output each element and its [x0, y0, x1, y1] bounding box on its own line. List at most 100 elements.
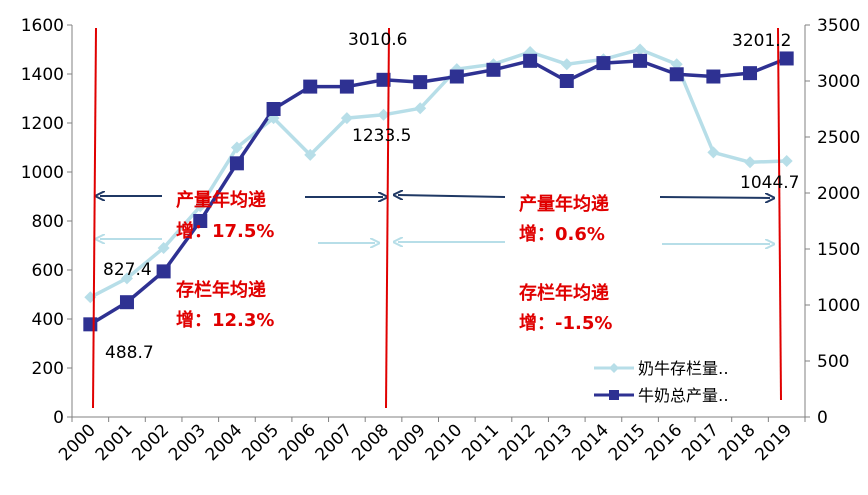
stock-point: [194, 200, 207, 213]
production-point: [156, 264, 171, 279]
production-point: [449, 69, 464, 84]
legend-prod-label: 牛奶总产量‥: [638, 386, 729, 405]
left-tick-label: 1600: [21, 16, 64, 36]
legend-stock-label: 奶牛存栏量‥: [638, 359, 729, 378]
x-tick-label: 2010: [422, 420, 467, 465]
right-prod-arrow-b: [659, 197, 770, 198]
label-2000-stock: 488.7: [105, 343, 154, 363]
left-tick-label: 1400: [21, 65, 64, 85]
period-marker-2008: [385, 27, 390, 409]
x-tick-label: 2007: [312, 420, 357, 465]
production-point: [303, 79, 318, 94]
left-tick-label: 1200: [21, 114, 64, 134]
series-line-stock: [89, 47, 787, 299]
label-2019-stock: 1044.7: [740, 173, 799, 193]
x-axis-ticks: 2000200120022003200420052006200720082009…: [55, 417, 806, 465]
stock-point: [120, 272, 133, 285]
production-point: [523, 53, 538, 68]
stock-point: [340, 112, 353, 125]
production-point: [633, 53, 648, 68]
right-tick-label: 1500: [817, 240, 860, 260]
period-markers: [92, 27, 782, 409]
x-tick-label: 2008: [348, 420, 393, 465]
production-point: [779, 51, 794, 66]
ann-left-stock-1: 存栏年均递: [176, 279, 266, 301]
label-2019-prod: 3201.2: [732, 31, 791, 51]
x-tick-label: 2014: [568, 420, 613, 465]
growth-annotations: 产量年均递 增：17.5% 存栏年均递 增：12.3% 产量年均递 增：0.6%…: [176, 189, 612, 334]
production-point: [266, 102, 281, 116]
ann-right-prod-2: 增：0.6%: [519, 223, 605, 245]
right-tick-label: 3000: [817, 72, 860, 92]
left-tick-label: 0: [53, 408, 64, 428]
production-point: [743, 66, 758, 81]
x-tick-label: 2009: [385, 420, 430, 465]
x-tick-label: 2018: [715, 420, 760, 465]
stock-point: [670, 58, 683, 71]
period-marker-2019: [777, 27, 782, 401]
ann-right-stock-2: 增：-1.5%: [519, 312, 612, 334]
stock-point: [560, 58, 573, 71]
right-tick-label: 0: [817, 408, 828, 428]
production-point: [706, 69, 721, 84]
x-tick-label: 2019: [751, 420, 796, 465]
x-tick-label: 2015: [605, 420, 650, 465]
right-tick-label: 3500: [817, 16, 860, 36]
right-tick-label: 2000: [817, 184, 860, 204]
legend-stock-marker: [609, 363, 619, 373]
x-tick-label: 2012: [495, 420, 540, 465]
right-axis-ticks: 0 500 1000 1500 2000 2500 3000 3500: [805, 16, 860, 428]
x-tick-label: 2003: [165, 420, 210, 465]
production-point: [229, 156, 244, 171]
x-tick-label: 2004: [202, 420, 247, 465]
right-tick-label: 1000: [817, 296, 860, 316]
stock-point: [157, 241, 170, 254]
x-tick-label: 2013: [532, 420, 577, 465]
production-point: [83, 317, 98, 332]
production-point: [119, 295, 134, 310]
production-point: [669, 67, 684, 82]
left-axis-ticks: 0 200 400 600 800 1000 1200 1400 1600: [21, 16, 72, 428]
label-2000-prod: 827.4: [103, 260, 152, 280]
ann-right-prod-1: 产量年均递: [519, 193, 609, 215]
stock-point: [634, 43, 647, 56]
left-tick-label: 800: [32, 212, 64, 232]
left-tick-label: 200: [32, 359, 64, 379]
ann-left-prod-1: 产量年均递: [176, 189, 266, 211]
period-arrows: [100, 195, 770, 244]
right-tick-label: 2500: [817, 128, 860, 148]
x-tick-label: 2017: [678, 420, 723, 465]
stock-point: [414, 102, 427, 115]
production-point: [413, 75, 428, 90]
stock-point: [707, 146, 720, 159]
data-labels: 488.7 827.4 1233.5 3010.6 1044.7 3201.2: [103, 30, 799, 363]
production-point: [559, 74, 574, 88]
ann-right-stock-1: 存栏年均递: [519, 282, 609, 304]
stock-point: [780, 155, 793, 168]
production-point: [486, 62, 501, 77]
stock-point: [377, 108, 390, 121]
label-2008-stock: 1233.5: [352, 126, 411, 146]
legend-prod-marker: [609, 390, 619, 400]
right-prod-arrow-a: [398, 195, 506, 197]
series-markers: [83, 43, 794, 332]
production-point: [193, 214, 208, 228]
stock-point: [304, 148, 317, 161]
x-tick-label: 2006: [275, 420, 320, 465]
right-tick-label: 500: [817, 352, 849, 372]
ann-left-prod-2: 增：17.5%: [176, 220, 274, 242]
stock-point: [230, 141, 243, 154]
stock-point: [744, 156, 757, 169]
x-tick-label: 2002: [128, 420, 173, 465]
x-tick-label: 2005: [238, 420, 283, 465]
x-tick-label: 2016: [642, 420, 687, 465]
x-tick-label: 2001: [92, 420, 137, 465]
left-tick-label: 600: [32, 261, 64, 281]
legend: 奶牛存栏量‥ 牛奶总产量‥: [594, 359, 729, 405]
x-tick-label: 2011: [458, 420, 503, 465]
production-point: [596, 56, 611, 71]
label-2008-prod: 3010.6: [348, 30, 407, 50]
production-point: [376, 72, 391, 87]
left-tick-label: 1000: [21, 163, 64, 183]
